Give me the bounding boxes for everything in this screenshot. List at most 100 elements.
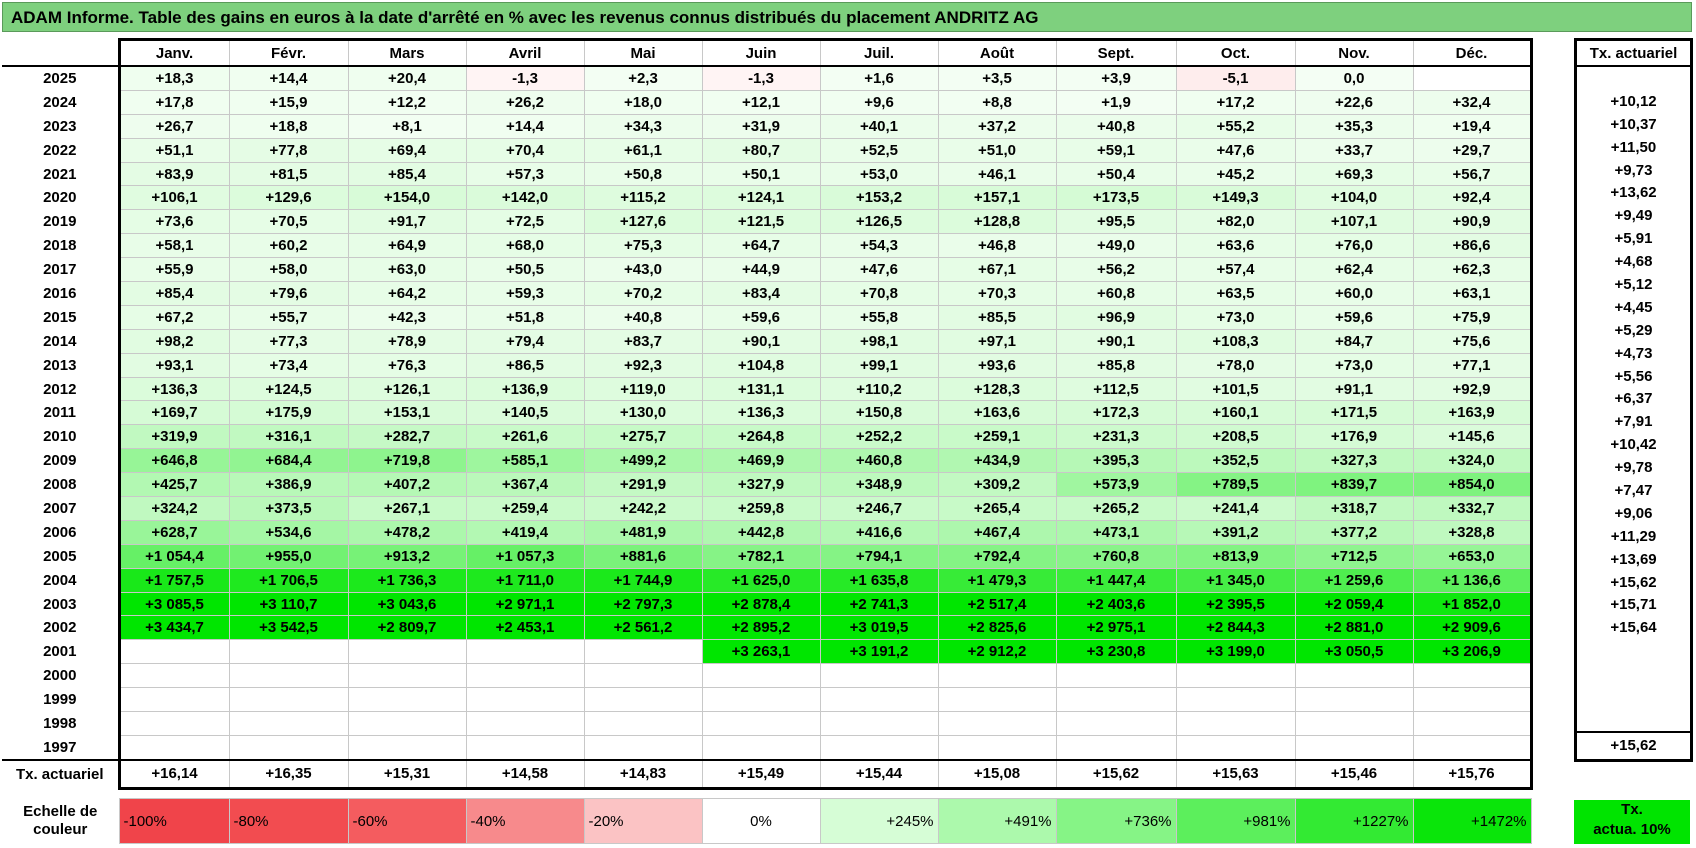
value-cell: +70,8 [819, 281, 939, 306]
side-scale-cell: Tx. actua. 10% [1574, 800, 1690, 844]
year-cell: 2000 [2, 663, 121, 688]
value-cell: 0,0 [1294, 65, 1414, 91]
value-cell: +49,0 [1055, 233, 1177, 259]
value-cell: +246,7 [819, 496, 939, 521]
value-cell [465, 639, 585, 665]
value-cell: +794,1 [819, 543, 939, 569]
value-cell [701, 711, 821, 736]
value-cell: +1 757,5 [118, 567, 230, 593]
value-cell: +1 345,0 [1175, 567, 1296, 593]
color-scale-swatch: -80% [228, 798, 349, 844]
value-cell [1294, 711, 1414, 736]
value-cell: +163,6 [937, 400, 1057, 426]
value-cell: +407,2 [347, 472, 467, 498]
value-cell: +478,2 [347, 519, 467, 545]
value-cell: +332,7 [1412, 496, 1533, 521]
rate-cell [1574, 685, 1693, 708]
value-cell: +63,1 [1412, 281, 1533, 306]
value-cell: +85,8 [1055, 352, 1177, 378]
value-cell: +40,8 [1055, 113, 1177, 139]
value-cell: +81,5 [228, 161, 349, 187]
side-header: Tx. actuariel [1574, 38, 1693, 67]
side-total-cell: +15,62 [1574, 730, 1693, 762]
side-row [1574, 662, 1693, 686]
value-cell: +34,3 [583, 113, 703, 139]
value-cell [1412, 663, 1533, 689]
table-row: 2003 +3 085,5 +3 110,7 +3 043,6 +2 971,1 +2 7… [2, 591, 1533, 617]
value-cell: +18,8 [228, 113, 349, 139]
value-cell: +110,2 [819, 376, 939, 402]
year-cell: 2013 [2, 353, 121, 378]
value-cell: +3 085,5 [118, 591, 230, 617]
rate-cell: +10,37 [1574, 112, 1693, 136]
value-cell [228, 663, 349, 689]
value-cell: +318,7 [1294, 496, 1414, 521]
value-cell: +46,8 [937, 233, 1057, 259]
value-cell [1294, 663, 1414, 689]
total-cell: +15,31 [347, 758, 467, 790]
rate-cell [1574, 66, 1693, 90]
table-row: 2013 +93,1 +73,4 +76,3 +86,5 +92,3 +104,8 +99,1… [2, 352, 1533, 378]
value-cell [347, 663, 467, 689]
rate-cell [1574, 662, 1693, 686]
side-row: +6,37 [1574, 387, 1693, 411]
value-cell: +324,2 [118, 496, 230, 521]
table-row: 2002 +3 434,7 +3 542,5 +2 809,7 +2 453,1 +2 5… [2, 615, 1533, 641]
value-cell: +1 736,3 [347, 567, 467, 593]
rate-cell: +4,45 [1574, 295, 1693, 319]
value-cell [583, 663, 703, 689]
year-cell: 2014 [2, 329, 121, 354]
value-cell: +3 019,5 [819, 615, 939, 641]
value-cell [118, 663, 230, 689]
value-cell: +2 895,2 [701, 615, 821, 641]
value-cell: +108,3 [1175, 328, 1296, 354]
table-row: 1997 [2, 734, 1533, 761]
value-cell: -1,3 [701, 65, 821, 91]
value-cell: +2 971,1 [465, 591, 585, 617]
side-row: +11,29 [1574, 524, 1693, 548]
rate-cell: +13,69 [1574, 547, 1693, 571]
value-cell [819, 663, 939, 689]
table-row: 2011 +169,7 +175,9 +153,1 +140,5 +130,0 +136,3… [2, 400, 1533, 426]
year-cell: 1998 [2, 711, 121, 736]
value-cell: +53,0 [819, 161, 939, 187]
value-cell: +163,9 [1412, 400, 1533, 426]
value-cell: +157,1 [937, 185, 1057, 211]
value-cell: +136,3 [701, 400, 821, 426]
value-cell: +90,9 [1412, 209, 1533, 235]
value-cell: +150,8 [819, 400, 939, 426]
value-cell [1294, 734, 1414, 761]
report-title: ADAM Informe. Table des gains en euros à… [2, 2, 1692, 32]
rate-cell: +4,68 [1574, 250, 1693, 274]
value-cell: +121,5 [701, 209, 821, 235]
value-cell: +282,7 [347, 424, 467, 450]
rate-cell: +7,47 [1574, 479, 1693, 502]
value-cell [347, 687, 467, 713]
table-row: 2008 +425,7 +386,9 +407,2 +367,4 +291,9 +327,9… [2, 472, 1533, 498]
value-cell [118, 687, 230, 713]
value-cell: +59,6 [1294, 304, 1414, 330]
value-cell: +854,0 [1412, 472, 1533, 498]
value-cell: +309,2 [937, 472, 1057, 498]
value-cell: +1,9 [1055, 89, 1177, 115]
value-cell [937, 663, 1057, 689]
value-cell: +3 191,2 [819, 639, 939, 665]
value-cell: +62,3 [1412, 257, 1533, 283]
value-cell: +37,2 [937, 113, 1057, 139]
side-row: +5,12 [1574, 273, 1693, 296]
value-cell: +291,9 [583, 472, 703, 498]
value-cell: +82,0 [1175, 209, 1296, 235]
side-row: +5,29 [1574, 318, 1693, 342]
value-cell [465, 711, 585, 736]
side-row [1574, 66, 1693, 90]
rate-cell: +15,71 [1574, 593, 1693, 617]
table-row: 2012 +136,3 +124,5 +126,1 +136,9 +119,0 +131,1… [2, 376, 1533, 402]
table-row: 2017 +55,9 +58,0 +63,0 +50,5 +43,0 +44,9 +47,6 +… [2, 257, 1533, 283]
value-cell: +42,3 [347, 304, 467, 330]
value-cell: +3,5 [937, 65, 1057, 91]
value-cell: +442,8 [701, 519, 821, 545]
value-cell [228, 711, 349, 736]
value-cell: +83,4 [701, 281, 821, 306]
year-cell: 2011 [2, 400, 121, 425]
value-cell: +391,2 [1175, 519, 1296, 545]
